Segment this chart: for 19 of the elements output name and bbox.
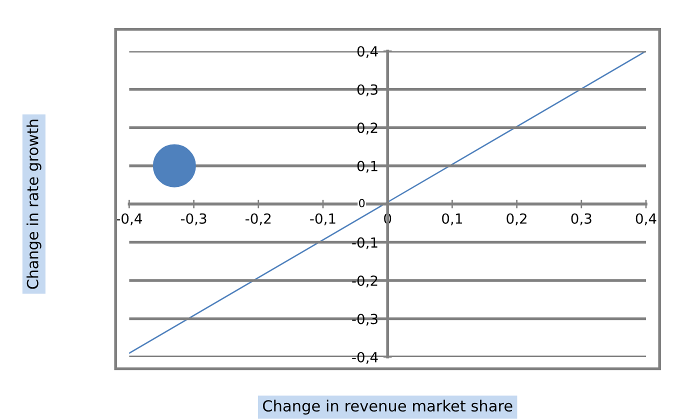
y-tick-label: 0,3 [357, 84, 378, 96]
y-tick-label: 0,1 [357, 160, 378, 173]
x-tick-label: 0,2 [506, 213, 526, 226]
y-tick-label: 0,4 [357, 46, 378, 58]
y-tick-label: -0,3 [352, 314, 378, 326]
y-axis-title: Change in rate growth [26, 120, 42, 289]
x-tick-label: -0,4 [116, 213, 142, 226]
y-tick-label: -0,1 [352, 237, 378, 250]
y-tick-label: 0 [359, 198, 365, 208]
x-tick-label: 0,1 [442, 213, 462, 226]
y-tick-label: -0,4 [352, 352, 378, 364]
x-tick-label: -0,1 [310, 213, 336, 226]
x-tick-label: 0,3 [571, 213, 592, 226]
y-tick-label: -0,2 [352, 275, 378, 288]
x-tick-label: 0,4 [636, 213, 656, 226]
y-tick-label: 0,2 [357, 122, 378, 134]
x-axis-title: Change in revenue market share [262, 400, 512, 415]
x-tick-label: -0,2 [246, 213, 271, 226]
x-tick-label: -0,3 [180, 213, 206, 226]
